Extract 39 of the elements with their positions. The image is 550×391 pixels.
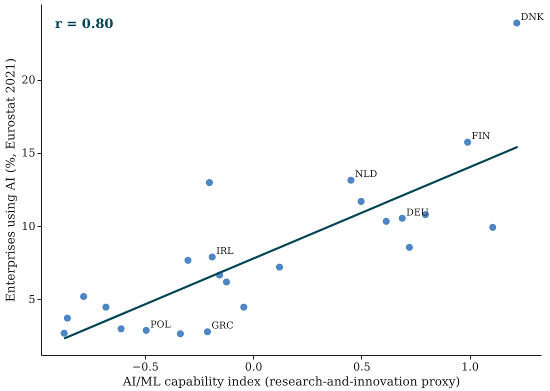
y-axis-title: Enterprises using AI (%, Eurostat 2021)	[4, 58, 18, 302]
point	[184, 256, 192, 264]
x-tick-label: 0.5	[353, 360, 371, 374]
point	[489, 224, 496, 231]
annotation: r = 0.80	[55, 17, 114, 32]
point	[406, 244, 413, 251]
point	[176, 330, 184, 338]
y-tick-label: 20	[22, 74, 36, 87]
point	[347, 176, 354, 184]
point	[64, 314, 71, 322]
y-tick-label: 15	[22, 146, 36, 160]
point	[398, 214, 406, 222]
point	[118, 325, 125, 332]
point	[208, 253, 216, 261]
y-tick-label: 5	[28, 292, 36, 306]
y-tick-label: 10	[22, 220, 36, 233]
point	[276, 264, 284, 271]
annotation: GRC	[211, 320, 234, 332]
point	[513, 19, 520, 27]
point	[240, 304, 248, 311]
point	[204, 328, 211, 336]
point	[358, 198, 365, 205]
x-tick-label: 1.0	[461, 360, 479, 374]
point	[60, 330, 68, 337]
annotation: FIN	[472, 131, 490, 142]
annotation: IRL	[216, 246, 234, 258]
annotation: DNK	[520, 12, 545, 24]
x-axis-title: AI/ML capability index (research-and-innovation proxy)	[122, 374, 460, 388]
point	[464, 138, 472, 146]
x-tick-label: 0.0	[244, 360, 262, 374]
point	[80, 292, 88, 300]
point	[142, 326, 150, 334]
point	[206, 179, 213, 186]
point	[222, 278, 230, 286]
x-tick-label: −0.5	[132, 360, 159, 374]
point	[382, 218, 390, 225]
annotation: POL	[150, 319, 172, 330]
annotation: NLD	[354, 169, 378, 180]
point	[102, 304, 110, 311]
